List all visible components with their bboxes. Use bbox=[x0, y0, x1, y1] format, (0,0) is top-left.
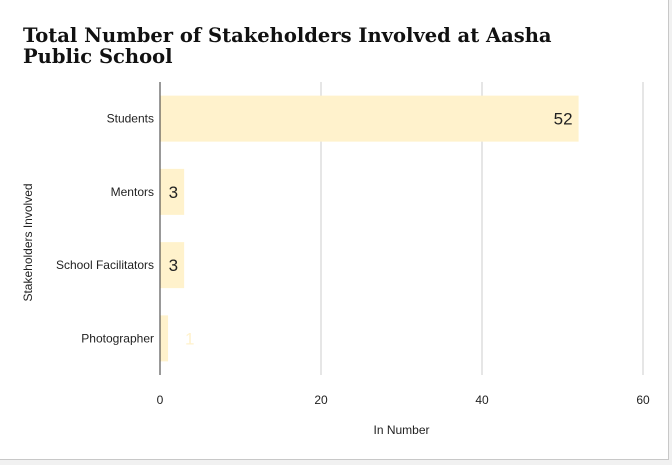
data-label: 3 bbox=[169, 256, 178, 275]
x-tick-label: 20 bbox=[314, 393, 328, 407]
y-tick-label: Photographer bbox=[81, 331, 154, 345]
y-tick-labels: Students Mentors School Facilitators Photog… bbox=[56, 112, 154, 346]
bar bbox=[160, 315, 169, 362]
data-label: 52 bbox=[554, 110, 573, 129]
bar bbox=[160, 95, 579, 142]
bar bbox=[160, 168, 185, 215]
x-tick-label: 60 bbox=[636, 393, 650, 407]
y-tick-label: School Facilitators bbox=[56, 258, 154, 272]
x-tick-labels: 0 20 40 60 bbox=[157, 393, 650, 407]
x-tick-label: 0 bbox=[157, 393, 164, 407]
data-label: 1 bbox=[185, 329, 194, 348]
y-axis-title: Stakeholders Involved bbox=[21, 183, 35, 301]
chart-title: Total Number of Stakeholders Involved at… bbox=[23, 24, 552, 68]
bar bbox=[160, 242, 185, 289]
y-tick-label: Mentors bbox=[111, 185, 154, 199]
x-axis-title: In Number bbox=[373, 423, 429, 437]
x-tick-label: 40 bbox=[475, 393, 489, 407]
y-tick-label: Students bbox=[107, 112, 154, 126]
bars: 52 3 3 1 bbox=[160, 95, 579, 362]
data-label: 3 bbox=[169, 183, 178, 202]
